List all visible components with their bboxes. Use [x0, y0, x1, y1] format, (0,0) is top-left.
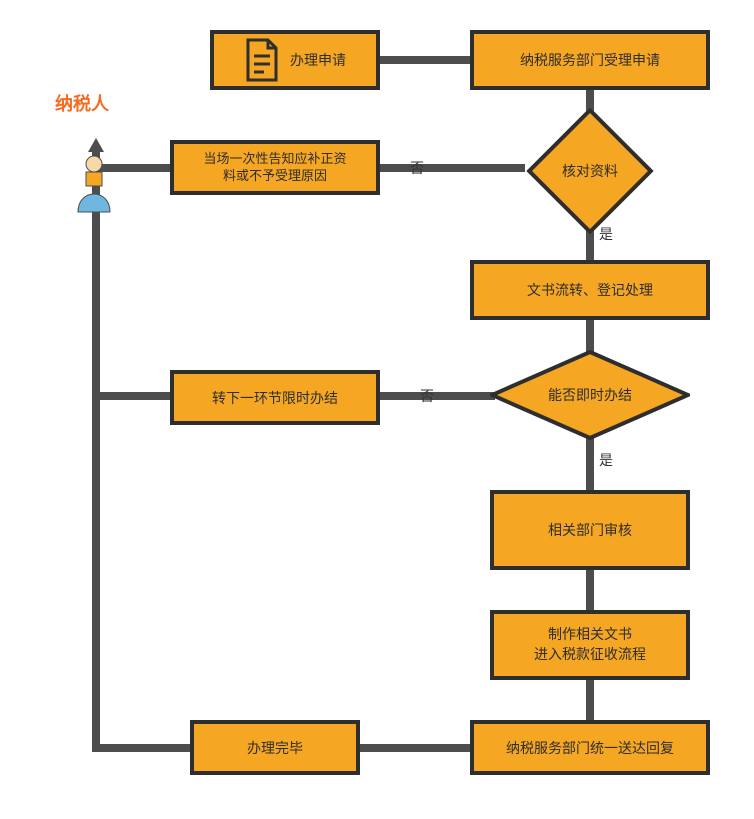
edge-send-end: [355, 744, 475, 752]
node-make: 制作相关文书 进入税款征收流程: [490, 610, 690, 680]
edge-trunk-vertical: [92, 150, 100, 752]
edge-onsite-dept: [586, 432, 594, 496]
edge-label-check-register: 是: [599, 224, 613, 244]
node-receive-label: 纳税服务部门受理申请: [520, 50, 660, 70]
node-limit: 转下一环节限时办结: [170, 370, 380, 425]
node-send-label: 纳税服务部门统一送达回复: [506, 738, 674, 758]
edge-onsite-limit: [375, 392, 495, 400]
node-register-label: 文书流转、登记处理: [527, 280, 653, 300]
node-register: 文书流转、登记处理: [470, 260, 710, 320]
node-onsite-label: 能否即时办结: [548, 385, 632, 405]
node-end: 办理完毕: [190, 720, 360, 775]
flowchart: { "colors": { "node_fill": "#f5a623", "n…: [0, 0, 754, 819]
edge-dept-make: [586, 565, 594, 615]
edge-label-onsite-limit: 否: [420, 386, 434, 406]
node-check: 核对资料: [520, 126, 660, 216]
node-apply: 办理申请: [210, 30, 380, 90]
arrowhead-trunk-up: [88, 138, 104, 152]
node-send: 纳税服务部门统一送达回复: [470, 720, 710, 775]
node-make-label: 制作相关文书 进入税款征收流程: [534, 625, 646, 664]
node-dept-label: 相关部门审核: [548, 520, 632, 540]
edge-make-send: [586, 675, 594, 725]
node-fix: 当场一次性告知应补正资 料或不予受理原因: [170, 140, 380, 195]
node-onsite: 能否即时办结: [490, 350, 690, 440]
edge-label-check-fix: 否: [410, 158, 424, 178]
taxpayer-icon: [72, 154, 116, 214]
node-fix-label: 当场一次性告知应补正资 料或不予受理原因: [203, 151, 346, 185]
edge-limit-trunk: [92, 392, 177, 400]
figure-label-taxpayer: 纳税人: [55, 90, 109, 116]
node-end-label: 办理完毕: [247, 738, 303, 758]
node-limit-label: 转下一环节限时办结: [212, 388, 338, 408]
edge-end-trunk: [92, 744, 197, 752]
document-icon: [244, 38, 280, 82]
node-dept: 相关部门审核: [490, 490, 690, 570]
node-receive: 纳税服务部门受理申请: [470, 30, 710, 90]
edge-check-fix: [375, 164, 525, 172]
edge-label-onsite-dept: 是: [599, 450, 613, 470]
edge-apply-receive: [370, 56, 480, 64]
node-check-label: 核对资料: [562, 161, 618, 181]
node-apply-label: 办理申请: [290, 50, 346, 70]
